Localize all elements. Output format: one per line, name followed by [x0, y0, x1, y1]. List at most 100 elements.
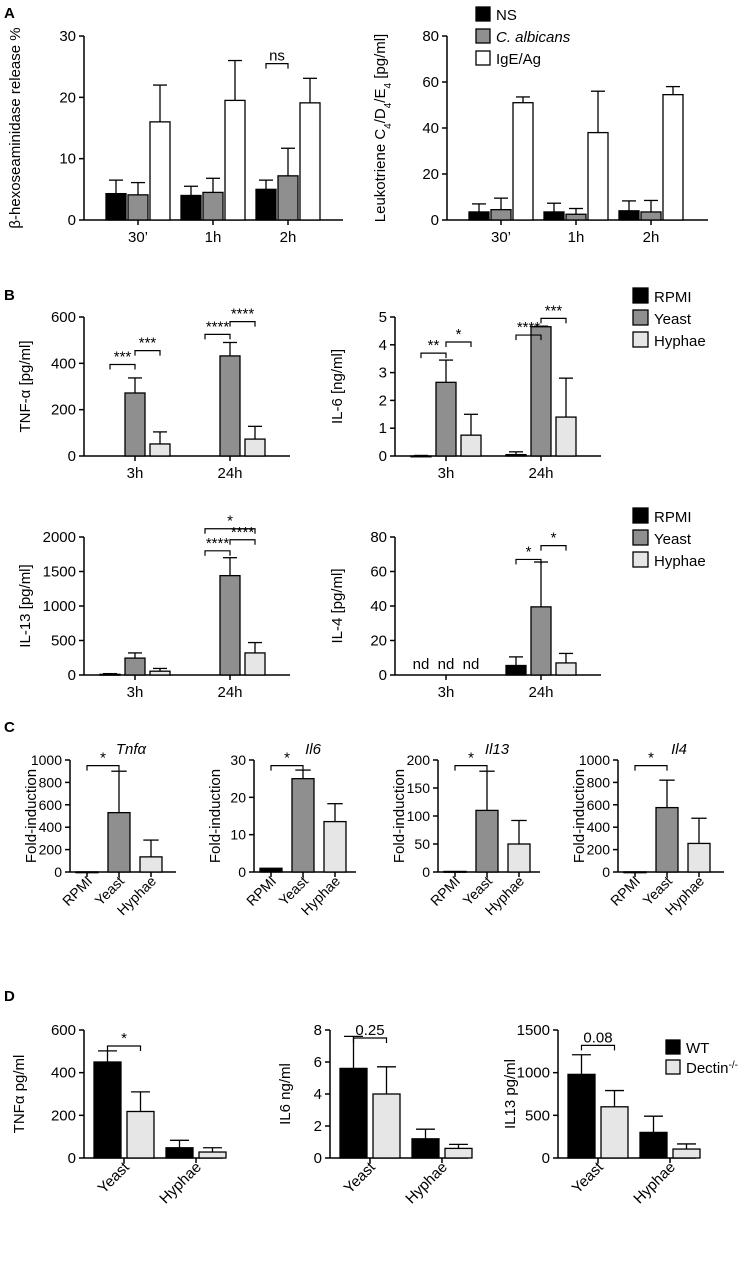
legend-label: NS — [496, 7, 517, 24]
y-tick-label: 0 — [54, 864, 62, 880]
y-tick-label: 8 — [314, 1022, 322, 1039]
significance-bracket — [580, 1044, 616, 1051]
significance-label: **** — [231, 524, 255, 541]
bar-dectin- — [444, 1147, 473, 1159]
significance-label: *** — [545, 302, 563, 319]
x-tick-label: RPMI — [607, 873, 643, 909]
legend-label: IgE/Ag — [496, 51, 541, 68]
significance-bracket — [204, 550, 231, 556]
bar-ige-ag — [587, 131, 609, 221]
bar-c-albicans — [640, 211, 662, 221]
y-tick-label: 500 — [525, 1107, 550, 1124]
significance-label: * — [121, 1030, 127, 1047]
significance-label: ns — [269, 48, 285, 65]
bar-wt — [411, 1138, 440, 1159]
bar-yeast — [124, 657, 146, 676]
y-tick-label: 50 — [414, 836, 430, 852]
y-axis-label: TNF-α [pg/ml] — [17, 340, 34, 432]
significance-label: * — [468, 750, 474, 767]
legend-swatch — [665, 1039, 681, 1055]
x-tick-label: RPMI — [243, 873, 279, 909]
y-tick-label: 3 — [379, 365, 387, 382]
y-tick-label: 0 — [379, 667, 387, 684]
y-tick-label: 0 — [431, 212, 439, 229]
y-tick-label: 600 — [587, 797, 611, 813]
y-tick-label: 20 — [370, 633, 387, 650]
chart-c3: 050100150200Fold-inductionIl13RPMIYeastH… — [391, 741, 540, 918]
chart-title: Il13 — [485, 741, 510, 758]
y-tick-label: 10 — [230, 827, 246, 843]
significance-label: * — [551, 530, 557, 547]
bar-c-albicans — [490, 208, 512, 221]
significance-bracket — [540, 545, 567, 551]
bar-hyphae — [149, 670, 171, 676]
significance-label: **** — [517, 319, 541, 336]
significance-bracket — [515, 558, 542, 565]
significance-bracket — [204, 528, 256, 534]
x-tick-label: 2h — [280, 229, 297, 246]
significance-bracket — [265, 63, 289, 69]
bar-yeast — [219, 574, 241, 676]
y-axis-label: IL-4 [pg/ml] — [329, 568, 346, 643]
y-tick-label: 20 — [59, 89, 76, 106]
y-tick-label: 30 — [230, 752, 246, 768]
legend-swatch — [632, 551, 649, 568]
bar-ns — [543, 211, 565, 221]
y-tick-label: 1000 — [517, 1065, 550, 1082]
x-tick-label: 24h — [217, 465, 242, 482]
legend-label: Yeast — [654, 311, 692, 328]
bar-hyphae — [507, 843, 531, 873]
bar-ige-ag — [512, 102, 534, 221]
y-tick-label: 400 — [39, 819, 63, 835]
bar-ige-ag — [662, 94, 684, 221]
legend-swatch — [632, 309, 649, 326]
nd-label: nd — [463, 656, 480, 673]
y-tick-label: 60 — [370, 564, 387, 581]
y-tick-label: 10 — [59, 151, 76, 168]
panel-label-c: C — [4, 719, 15, 736]
x-tick-label: 1h — [568, 229, 585, 246]
y-tick-label: 400 — [51, 1065, 76, 1082]
y-axis-label: IL13 pg/ml — [502, 1059, 519, 1129]
y-tick-label: 2000 — [43, 529, 76, 546]
x-tick-label: Yeast — [569, 1158, 608, 1197]
bar-yeast — [219, 355, 241, 457]
legend-label: RPMI — [654, 509, 692, 526]
significance-bracket — [106, 1045, 142, 1051]
bar-ns — [180, 194, 202, 221]
y-tick-label: 0 — [379, 448, 387, 465]
bar-rpmi — [410, 455, 432, 458]
y-tick-label: 2 — [314, 1118, 322, 1135]
x-tick-label: 3h — [438, 465, 455, 482]
y-tick-label: 1500 — [517, 1022, 550, 1039]
legend-swatch — [475, 28, 491, 44]
y-tick-label: 600 — [51, 309, 76, 326]
bar-hyphae — [244, 438, 266, 457]
bar-hyphae — [460, 434, 482, 457]
bar-hyphae — [555, 662, 577, 676]
significance-bracket — [270, 765, 304, 771]
x-tick-label: Hyphae — [156, 1159, 205, 1208]
significance-label: **** — [206, 318, 230, 335]
bar-ns — [618, 210, 640, 221]
chart-c1: 02004006008001000Fold-inductionTnfαRPMIY… — [23, 741, 176, 918]
x-tick-label: 3h — [438, 684, 455, 701]
legend-label: Dectin-/- — [686, 1060, 738, 1078]
y-tick-label: 600 — [39, 797, 63, 813]
bar-dectin- — [198, 1151, 227, 1159]
bar-c-albicans — [202, 191, 224, 221]
y-tick-label: 0 — [602, 864, 610, 880]
y-axis-label: IL6 ng/ml — [277, 1063, 294, 1125]
y-tick-label: 200 — [587, 842, 611, 858]
x-tick-label: Yeast — [95, 1158, 134, 1197]
y-tick-label: 800 — [39, 774, 63, 790]
legend-swatch — [475, 50, 491, 66]
panel-label-d: D — [4, 988, 15, 1005]
significance-bracket — [204, 333, 231, 340]
bar-dectin- — [126, 1110, 155, 1159]
